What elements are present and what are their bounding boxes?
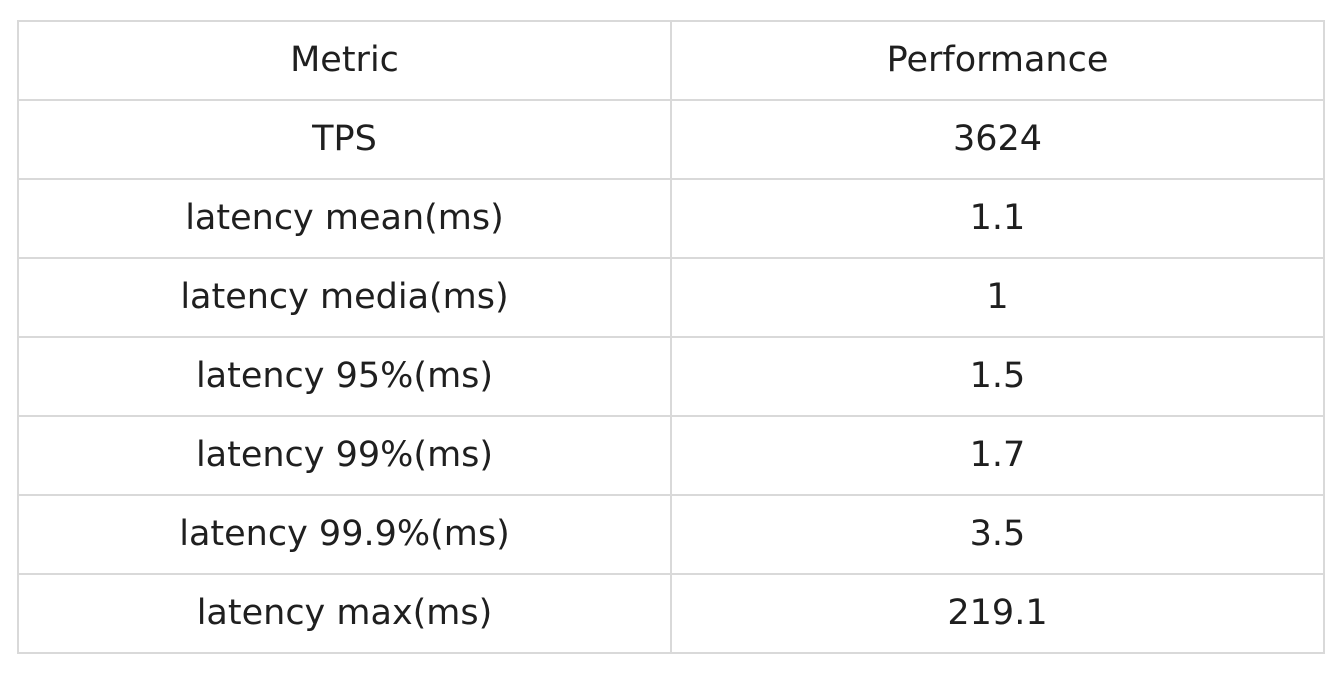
table-row: latency mean(ms) 1.1 bbox=[17, 178, 1325, 259]
metric-cell: latency 99.9%(ms) bbox=[17, 494, 672, 575]
performance-cell: 1 bbox=[670, 257, 1325, 338]
column-header-performance: Performance bbox=[670, 20, 1325, 101]
metrics-table-container: Metric Performance TPS 3624 latency mean… bbox=[17, 20, 1325, 654]
metric-cell: latency 99%(ms) bbox=[17, 415, 672, 496]
metric-cell: latency media(ms) bbox=[17, 257, 672, 338]
table-row: latency 99.9%(ms) 3.5 bbox=[17, 494, 1325, 575]
table-row: TPS 3624 bbox=[17, 99, 1325, 180]
performance-cell: 219.1 bbox=[670, 573, 1325, 654]
table-header-row: Metric Performance bbox=[17, 20, 1325, 101]
metric-cell: latency max(ms) bbox=[17, 573, 672, 654]
metric-cell: TPS bbox=[17, 99, 672, 180]
performance-cell: 3.5 bbox=[670, 494, 1325, 575]
performance-cell: 1.1 bbox=[670, 178, 1325, 259]
metric-cell: latency 95%(ms) bbox=[17, 336, 672, 417]
performance-cell: 1.5 bbox=[670, 336, 1325, 417]
column-header-metric: Metric bbox=[17, 20, 672, 101]
metric-cell: latency mean(ms) bbox=[17, 178, 672, 259]
performance-cell: 3624 bbox=[670, 99, 1325, 180]
table-row: latency 99%(ms) 1.7 bbox=[17, 415, 1325, 496]
performance-cell: 1.7 bbox=[670, 415, 1325, 496]
metrics-table: Metric Performance TPS 3624 latency mean… bbox=[17, 20, 1325, 654]
table-row: latency max(ms) 219.1 bbox=[17, 573, 1325, 654]
table-row: latency media(ms) 1 bbox=[17, 257, 1325, 338]
table-row: latency 95%(ms) 1.5 bbox=[17, 336, 1325, 417]
